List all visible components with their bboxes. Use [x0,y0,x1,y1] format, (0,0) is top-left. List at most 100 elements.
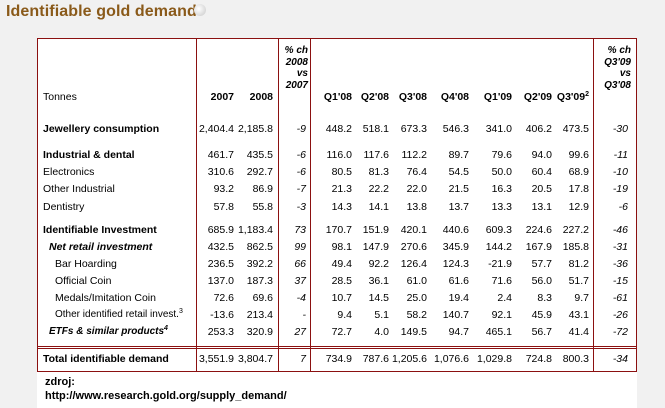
cell-pct-year: - [302,309,307,321]
cell-quarter: 72.7 [331,326,352,338]
cell-2007: 685.9 [207,224,234,236]
cell-quarter: 144.2 [485,241,512,253]
cell-quarter: 43.1 [568,309,589,321]
cell-quarter: 13.1 [531,201,552,213]
cell-pct-quarter: -61 [612,292,628,304]
quarter-header-2: Q2'08 [360,91,389,103]
cell-quarter: 50.0 [491,166,512,178]
cell-pct-quarter: -26 [612,309,628,321]
cell-2007: -13.6 [210,309,234,321]
cell-quarter: 81.3 [368,166,389,178]
cell-quarter: 94.7 [448,326,469,338]
cell-quarter: 79.6 [491,149,512,161]
cell-quarter: -21.9 [488,258,512,270]
cell-quarter: 22.2 [368,183,389,195]
cell-quarter: 170.7 [325,224,352,236]
cell-quarter: 9.4 [337,309,352,321]
row-label: Other Industrial [43,183,115,195]
row-label: Electronics [43,166,95,178]
cell-quarter: 4.0 [374,326,389,338]
row-label: Other identified retail invest.3 [55,308,183,320]
cell-pct-year: 37 [294,275,306,287]
cell-quarter: 116.0 [326,149,353,161]
cell-quarter: 13.3 [491,201,512,213]
cell-pct-year: -3 [296,201,306,213]
row-label: Bar Hoarding [55,258,117,270]
cell-quarter: 117.6 [363,149,390,161]
cell-quarter: 92.2 [368,258,389,270]
source-url[interactable]: http://www.research.gold.org/supply_dema… [45,390,287,402]
cell-pct-quarter: -19 [612,183,628,195]
cell-quarter: 94.0 [531,149,552,161]
footnote-marker: 2 [585,91,589,98]
cell-pct-year: 73 [294,224,306,236]
cell-quarter: 724.8 [525,353,552,365]
cell-quarter: 167.9 [525,241,552,253]
cell-quarter: 9.7 [574,292,589,304]
quarter-header-3: Q3'08 [398,91,427,103]
footnote-marker: 3 [178,308,183,315]
cell-2008: 55.8 [252,201,273,213]
cell-2007: 253.3 [207,326,234,338]
row-label: Dentistry [43,201,85,213]
cell-quarter: 16.3 [491,183,512,195]
cell-pct-year: 27 [294,326,306,338]
cell-2007: 432.5 [207,241,234,253]
cell-pct-year: -6 [296,149,306,161]
cell-quarter: 420.1 [400,224,427,236]
cell-2008: 292.7 [246,166,273,178]
cell-quarter: 270.6 [400,241,427,253]
cell-quarter: 126.4 [400,258,427,270]
cell-quarter: 56.0 [531,275,552,287]
cell-quarter: 140.7 [442,309,469,321]
cell-quarter: 41.4 [568,326,589,338]
cell-quarter: 734.9 [325,353,352,365]
cell-quarter: 12.9 [568,201,589,213]
cell-quarter: 21.3 [331,183,352,195]
cell-quarter: 92.1 [491,309,512,321]
cell-pct-quarter: -6 [618,201,628,213]
page-title: Identifiable gold demand [6,3,197,20]
cell-2008: 435.5 [246,149,273,161]
cell-2008: 86.9 [252,183,273,195]
row-label: Net retail investment [49,241,153,253]
header-2008: 2008 [249,91,273,103]
cell-quarter: 673.3 [400,123,427,135]
quarter-header-1: Q1'08 [323,91,352,103]
cell-2008: 2,185.8 [237,123,273,135]
cell-quarter: 99.6 [568,149,589,161]
cell-pct-quarter: -34 [612,353,628,365]
cell-quarter: 14.3 [331,201,352,213]
cell-quarter: 71.6 [491,275,512,287]
source-panel [37,372,637,408]
quarter-header-6: Q2'09 [523,91,552,103]
cell-2008: 320.9 [246,326,273,338]
cell-2008: 3,804.7 [237,353,273,365]
cell-quarter: 61.0 [406,275,427,287]
cell-quarter: 56.7 [531,326,552,338]
cell-pct-quarter: -15 [612,275,628,287]
cell-quarter: 81.2 [568,258,589,270]
cell-quarter: 19.4 [448,292,469,304]
cell-2007: 72.6 [213,292,234,304]
cell-quarter: 14.1 [368,201,389,213]
cell-pct-quarter: -72 [612,326,628,338]
footnote-marker: 4 [164,325,168,332]
row-label: Official Coin [55,275,112,287]
cell-quarter: 20.5 [531,183,552,195]
cell-pct-year: 7 [300,353,306,365]
quarter-header-7: Q3'092 [556,91,589,103]
unit-label: Tonnes [43,91,77,103]
cell-pct-year: 99 [294,241,306,253]
cell-quarter: 147.9 [362,241,389,253]
cell-quarter: 609.3 [485,224,512,236]
cell-quarter: 68.9 [568,166,589,178]
cell-quarter: 151.9 [362,224,389,236]
cell-2008: 862.5 [246,241,273,253]
col-divider [196,39,197,371]
cell-2008: 392.2 [246,258,273,270]
cell-pct-year: -9 [296,123,306,135]
cell-2008: 187.3 [246,275,273,287]
cell-pct-quarter: -36 [612,258,628,270]
cell-quarter: 76.4 [406,166,427,178]
